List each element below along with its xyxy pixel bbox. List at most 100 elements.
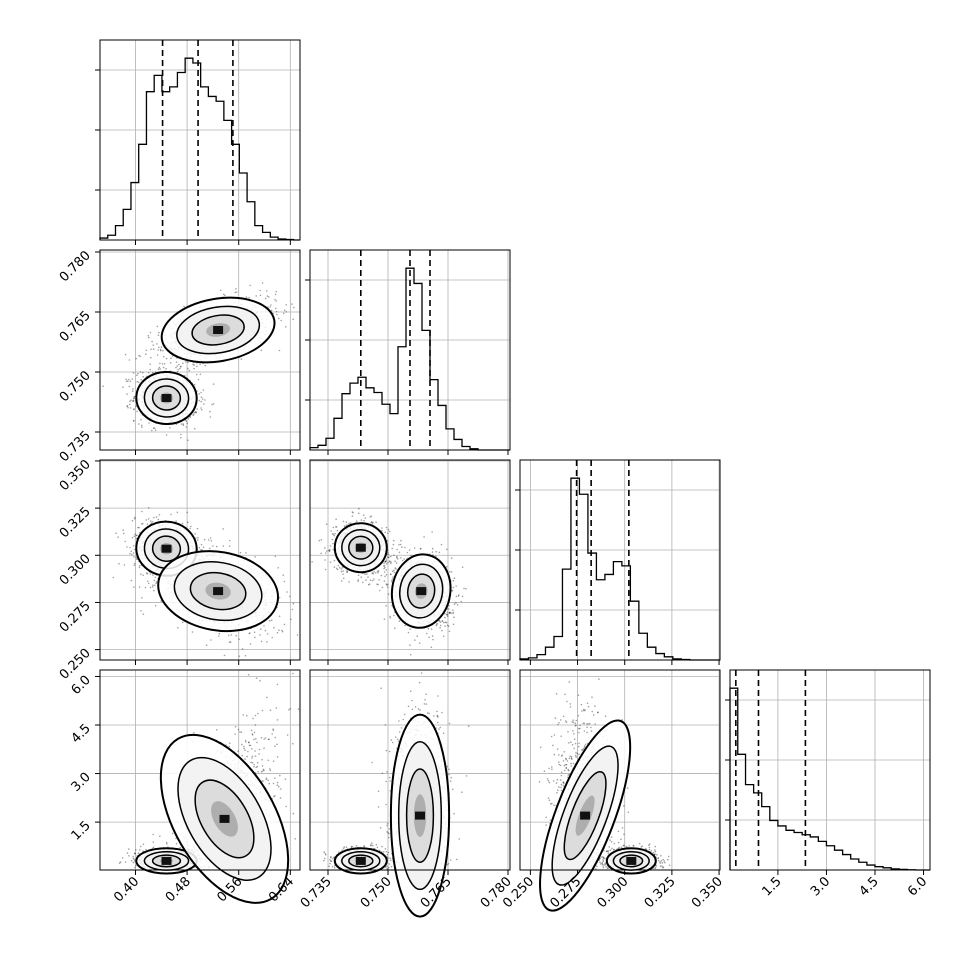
scatter-point [195,411,197,413]
panel-frame-hist-0 [99,39,301,241]
scatter-point [158,331,160,334]
scatter-point [345,521,348,523]
scatter-point [404,546,406,549]
panel-frame-hist-1 [309,249,511,451]
scatter-point [275,300,278,302]
scatter-point [200,408,203,411]
scatter-point [135,405,137,408]
scatter-point [365,579,367,581]
panel-hist-2 [515,460,720,661]
scatter-point [137,372,139,375]
scatter-point [446,611,449,614]
scatter-point [227,634,230,637]
scatter-point [158,366,161,369]
scatter-point [130,550,133,552]
scatter-point [202,389,205,391]
scatter-point [363,519,365,522]
scatter-point [364,517,367,519]
scatter-point [413,547,416,549]
scatter-point [153,579,156,582]
scatter-point [194,411,197,413]
scatter-point [450,571,453,573]
scatter-point [136,534,138,536]
scatter-point [134,516,136,519]
scatter-point [320,552,322,555]
scatter-point [264,297,267,300]
scatter-point [210,540,213,542]
scatter-point [159,348,162,351]
scatter-point [132,420,135,422]
scatter-point [392,543,395,546]
scatter-point [360,576,363,578]
scatter-point [276,313,278,316]
scatter-point [390,579,393,582]
scatter-point [129,403,131,406]
scatter-point [329,561,332,563]
scatter-point [126,405,128,408]
scatter-point [187,361,189,364]
scatter-point [296,634,299,636]
scatter-point [455,602,457,604]
scatter-point [238,655,241,657]
scatter-point [211,403,213,406]
scatter-point [131,536,134,539]
scatter-point [136,381,138,383]
scatter-point [151,520,154,523]
scatter-point [200,400,203,403]
scatter-point [377,571,379,574]
scatter-point [248,632,251,635]
scatter-point [269,306,271,308]
scatter-point [385,563,388,565]
scatter-point [188,369,191,372]
scatter-point [159,368,161,370]
scatter-point [176,370,179,373]
scatter-point [342,520,345,523]
scatter-point [362,514,365,516]
scatter-point [149,368,151,371]
scatter-point [435,550,438,553]
scatter-point [196,527,199,530]
scatter-point [439,624,442,627]
scatter-point [177,368,179,371]
scatter-point [162,366,165,369]
scatter-point [285,311,288,313]
scatter-point [142,371,144,374]
scatter-point [218,632,221,635]
scatter-point [147,582,150,585]
scatter-point [152,427,155,430]
scatter-point [139,371,142,373]
scatter-point [200,543,203,546]
scatter-point [326,550,328,552]
scatter-point [393,569,395,572]
scatter-point [383,562,385,565]
scatter-point [133,408,135,410]
scatter-point [102,385,104,388]
scatter-point [141,523,143,525]
scatter-point [385,526,388,529]
scatter-point [398,544,400,546]
scatter-point [346,571,349,573]
scatter-point [152,348,155,350]
scatter-point [222,528,224,530]
scatter-point [128,378,130,381]
scatter-point [181,621,184,624]
scatter-point [129,380,132,383]
scatter-point [389,617,392,619]
scatter-point [129,407,132,409]
scatter-point [278,596,281,599]
scatter-point [165,434,168,436]
scatter-point [335,526,337,528]
scatter-point [369,579,372,581]
scatter-point [392,539,395,542]
scatter-point [148,422,150,424]
scatter-point [191,631,194,633]
density-peak-cell [161,544,172,553]
scatter-point [185,361,187,363]
scatter-point [277,567,280,569]
panel-hist-1 [305,250,510,451]
scatter-point [235,288,237,290]
scatter-point [151,429,153,432]
scatter-point [137,526,139,529]
scatter-point [285,326,287,328]
scatter-point [338,566,341,569]
